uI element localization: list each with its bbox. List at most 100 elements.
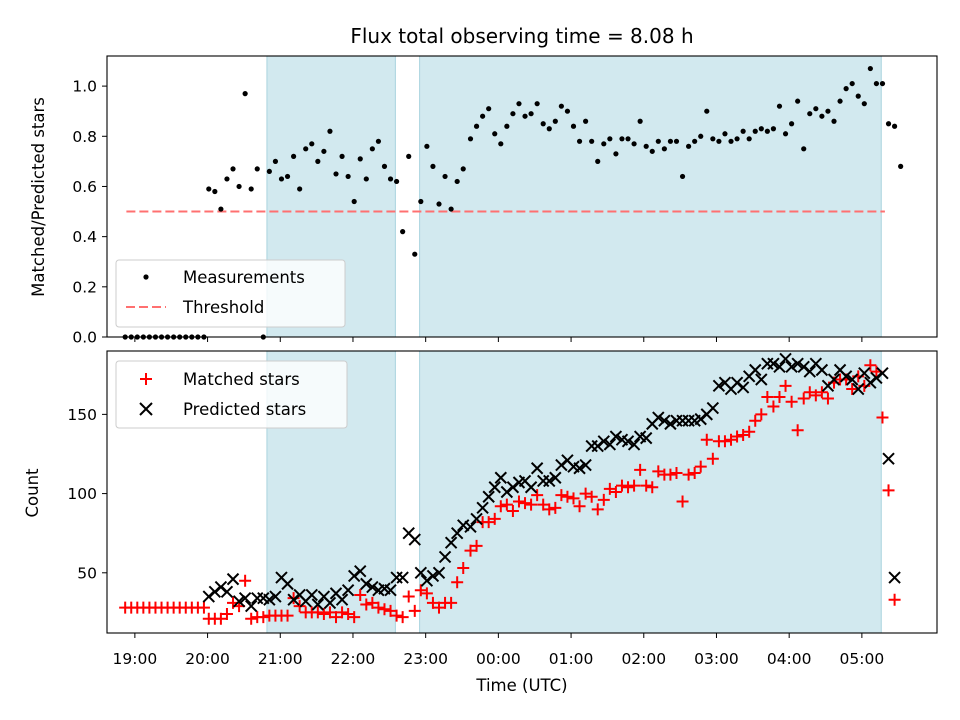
predicted-star-point xyxy=(543,474,556,488)
matched-star-point xyxy=(433,601,445,614)
matched-star-point xyxy=(512,495,525,508)
predicted-star-point xyxy=(384,584,397,597)
measurement-point xyxy=(764,128,770,134)
matched-star-point xyxy=(342,607,355,620)
predicted-star-point xyxy=(360,577,373,591)
predicted-star-point xyxy=(839,370,853,383)
predicted-star-point xyxy=(494,471,508,484)
measurement-point xyxy=(224,176,230,182)
measurement-point xyxy=(801,146,807,152)
predicted-star-point xyxy=(269,590,282,603)
matched-star-point xyxy=(372,601,385,614)
matched-star-point xyxy=(864,359,877,372)
matched-star-point xyxy=(622,481,635,494)
matched-star-point xyxy=(652,465,665,478)
measurement-point xyxy=(212,188,218,195)
measurement-point xyxy=(885,121,892,127)
predicted-star-point xyxy=(476,501,489,515)
predicted-star-point xyxy=(426,569,440,583)
matched-star-point xyxy=(257,611,270,624)
bottom-y-tick-label: 100 xyxy=(67,485,97,503)
predicted-star-point xyxy=(549,471,562,484)
matched-star-point xyxy=(694,460,707,473)
measurement-point xyxy=(637,118,643,124)
measurement-point xyxy=(254,166,260,172)
measurement-point xyxy=(418,198,424,205)
measurement-point xyxy=(242,91,248,97)
predicted-star-point xyxy=(438,550,452,564)
measurement-point xyxy=(498,141,504,147)
matched-star-point xyxy=(214,612,227,625)
predicted-star-point xyxy=(244,599,258,613)
predicted-star-point xyxy=(220,585,234,599)
predicted-star-point xyxy=(888,571,901,584)
measurement-point xyxy=(655,138,661,144)
measurement-point xyxy=(867,65,873,72)
predicted-star-point xyxy=(609,430,623,443)
matched-star-point xyxy=(718,435,731,448)
predicted-star-point xyxy=(408,533,421,546)
measurement-point xyxy=(460,166,466,172)
matched-star-point xyxy=(555,489,568,502)
x-tick-label: 21:00 xyxy=(258,650,303,668)
measurement-point xyxy=(534,101,540,107)
matched-star-point xyxy=(821,392,834,405)
matched-star-point xyxy=(402,590,415,603)
predicted-star-point xyxy=(354,565,367,578)
matched-star-point xyxy=(470,539,483,552)
predicted-star-point xyxy=(639,431,653,445)
measurement-point xyxy=(436,201,442,207)
matched-star-point xyxy=(426,596,439,609)
measurement-point xyxy=(266,168,272,175)
measurement-point xyxy=(607,136,613,142)
predicted-star-point xyxy=(755,373,768,386)
matched-star-point xyxy=(457,562,470,575)
measurement-point xyxy=(716,138,722,144)
predicted-star-point xyxy=(281,577,294,591)
matched-star-point xyxy=(815,386,828,399)
matched-star-point xyxy=(414,584,427,597)
measurement-point xyxy=(619,136,625,142)
measurement-point xyxy=(406,153,412,159)
x-tick-label: 05:00 xyxy=(840,650,885,668)
matched-star-point xyxy=(482,516,495,529)
chart-title: Flux total observing time = 8.08 h xyxy=(350,24,693,48)
measurement-point xyxy=(788,121,795,127)
x-tick-label: 22:00 xyxy=(331,650,376,668)
matched-star-point xyxy=(348,611,361,624)
matched-star-point xyxy=(670,466,683,479)
measurement-point xyxy=(734,136,740,142)
predicted-star-point xyxy=(706,401,720,415)
measurement-point xyxy=(309,141,315,147)
measurement-point xyxy=(831,118,837,124)
predicted-star-point xyxy=(488,481,501,494)
predicted-star-point xyxy=(845,373,859,386)
measurement-point xyxy=(321,148,327,154)
x-tick-label: 02:00 xyxy=(621,650,666,668)
measurement-point xyxy=(351,198,357,205)
matched-star-point xyxy=(366,596,379,609)
x-axis-label: Time (UTC) xyxy=(475,676,567,695)
predicted-star-point xyxy=(876,366,889,380)
measurement-point xyxy=(363,176,369,182)
measurement-point xyxy=(795,98,801,104)
measurement-point xyxy=(248,186,254,192)
matched-star-point xyxy=(500,498,513,511)
legend-threshold-label: Threshold xyxy=(182,298,264,317)
predicted-star-point xyxy=(882,452,895,465)
measurement-point xyxy=(758,126,764,132)
measurement-point xyxy=(728,138,734,144)
shaded-interval-1 xyxy=(419,55,882,338)
matched-star-point xyxy=(615,479,628,492)
measurement-point xyxy=(516,101,522,107)
top-legend: Measurements Threshold xyxy=(115,259,346,328)
top-panel-y-ticks: 0.0 0.2 0.4 0.6 0.8 1.0 xyxy=(72,78,107,347)
predicted-star-point xyxy=(366,580,379,594)
measurement-point xyxy=(218,206,224,212)
legend-matched-label: Matched stars xyxy=(183,370,300,389)
predicted-star-point xyxy=(311,598,325,611)
top-y-tick-label: 0.0 xyxy=(72,329,97,347)
legend-predicted-label: Predicted stars xyxy=(183,400,306,419)
matched-star-point xyxy=(408,604,421,617)
predicted-star-point xyxy=(767,357,780,370)
